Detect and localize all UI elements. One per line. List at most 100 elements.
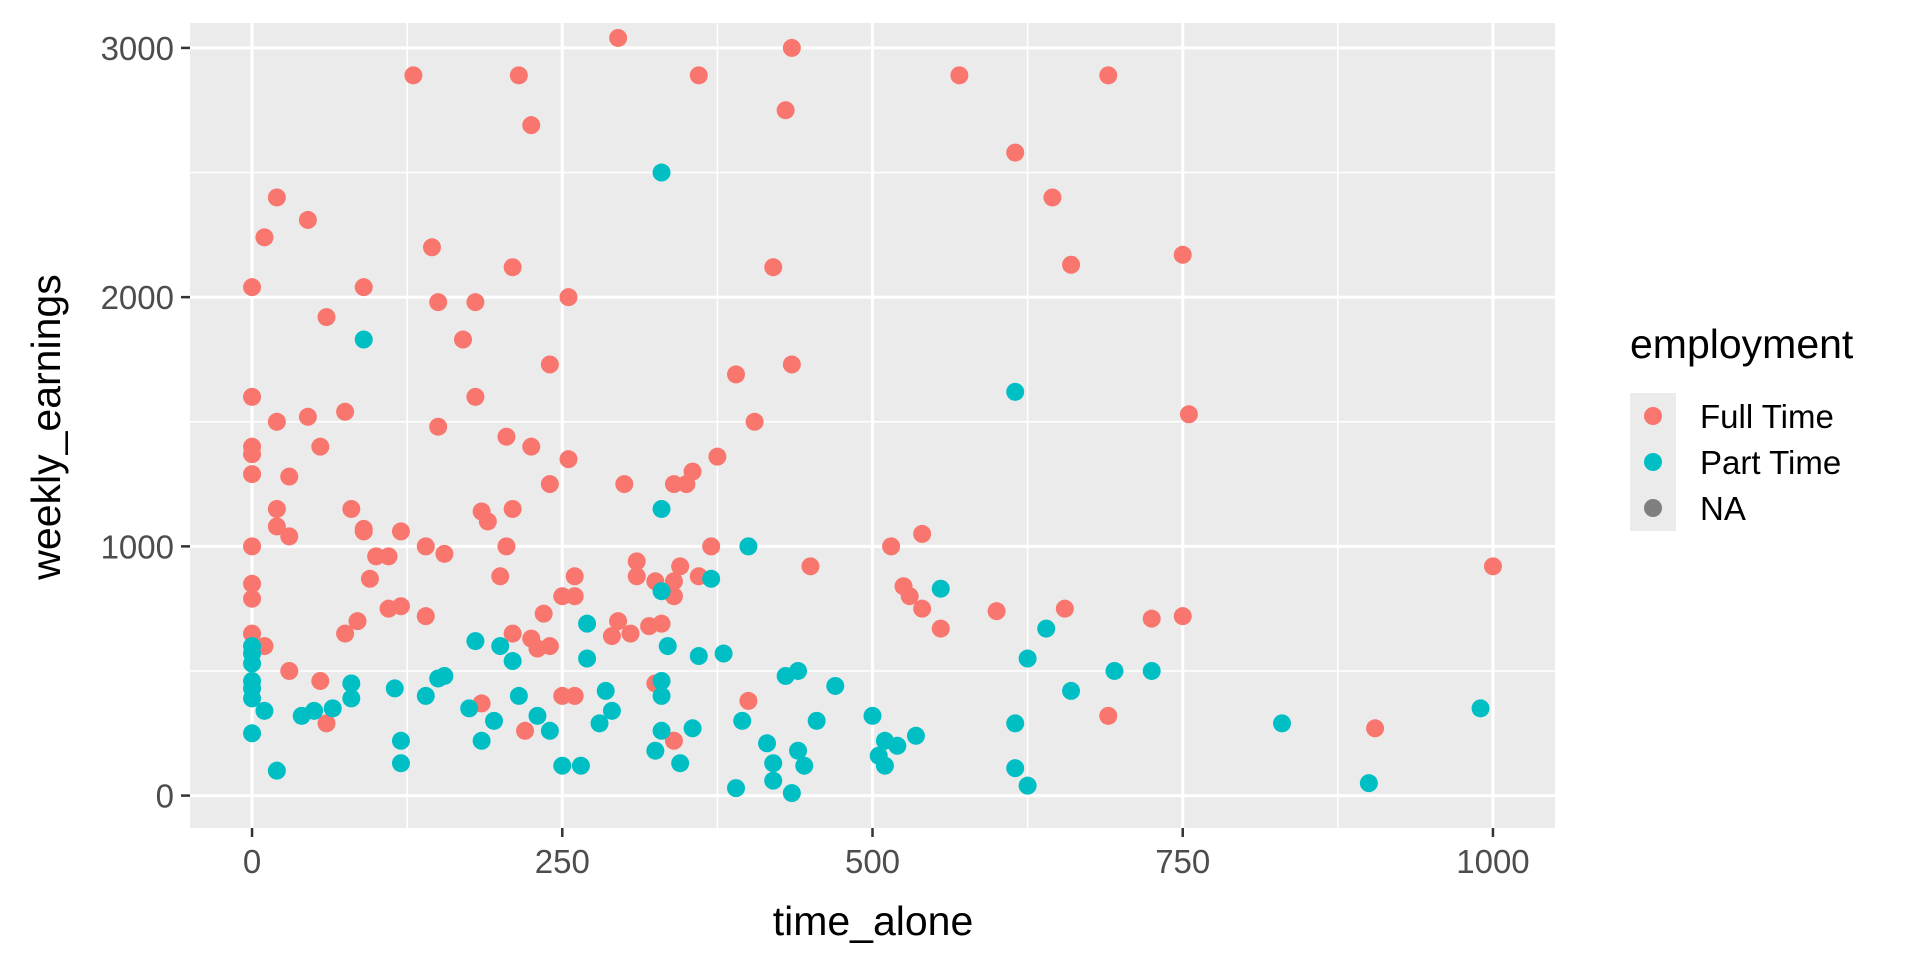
- point-part-time: [758, 734, 777, 753]
- point-full-time: [367, 547, 386, 566]
- point-part-time: [243, 689, 262, 708]
- point-part-time: [243, 654, 262, 673]
- x-axis-title: time_alone: [773, 898, 974, 944]
- point-part-time: [1105, 661, 1124, 680]
- point-full-time: [565, 686, 584, 705]
- y-tick-label: 1000: [101, 528, 174, 565]
- point-full-time: [615, 475, 634, 494]
- point-part-time: [1471, 699, 1490, 718]
- point-part-time: [1006, 382, 1025, 401]
- point-part-time: [789, 741, 808, 760]
- point-part-time: [528, 706, 547, 725]
- point-full-time: [391, 597, 410, 616]
- point-full-time: [559, 288, 578, 307]
- point-full-time: [1173, 607, 1192, 626]
- point-full-time: [497, 427, 516, 446]
- point-full-time: [478, 512, 497, 531]
- point-part-time: [733, 711, 752, 730]
- point-full-time: [664, 475, 683, 494]
- point-part-time: [652, 582, 671, 601]
- point-full-time: [435, 544, 454, 563]
- point-full-time: [391, 522, 410, 541]
- point-full-time: [540, 637, 559, 656]
- point-full-time: [1043, 188, 1062, 207]
- point-full-time: [311, 437, 330, 456]
- point-full-time: [429, 417, 448, 436]
- point-full-time: [534, 604, 553, 623]
- point-full-time: [280, 661, 299, 680]
- point-part-time: [416, 686, 435, 705]
- point-full-time: [243, 278, 262, 297]
- point-full-time: [516, 721, 535, 740]
- x-tick-label: 500: [845, 843, 900, 880]
- point-full-time: [416, 607, 435, 626]
- x-tick-label: 750: [1155, 843, 1210, 880]
- point-full-time: [243, 387, 262, 406]
- legend-label: Full Time: [1700, 398, 1834, 435]
- point-full-time: [739, 691, 758, 710]
- point-full-time: [267, 188, 286, 207]
- point-full-time: [1483, 557, 1502, 576]
- point-full-time: [466, 293, 485, 312]
- point-full-time: [683, 462, 702, 481]
- point-full-time: [609, 612, 628, 631]
- point-full-time: [311, 671, 330, 690]
- point-full-time: [559, 450, 578, 469]
- point-full-time: [565, 587, 584, 606]
- point-part-time: [875, 756, 894, 775]
- point-full-time: [354, 278, 373, 297]
- point-part-time: [1037, 619, 1056, 638]
- point-full-time: [243, 574, 262, 593]
- point-part-time: [509, 686, 528, 705]
- point-part-time: [305, 701, 324, 720]
- point-part-time: [267, 761, 286, 780]
- point-part-time: [646, 741, 665, 760]
- point-part-time: [1018, 649, 1037, 668]
- point-full-time: [491, 567, 510, 586]
- point-full-time: [497, 537, 516, 556]
- point-full-time: [422, 238, 441, 257]
- point-part-time: [714, 644, 733, 663]
- point-full-time: [404, 66, 423, 85]
- x-tick-label: 1000: [1456, 843, 1529, 880]
- point-full-time: [255, 228, 274, 247]
- point-part-time: [466, 632, 485, 651]
- point-part-time: [1142, 661, 1161, 680]
- point-part-time: [652, 499, 671, 518]
- point-full-time: [243, 465, 262, 484]
- point-part-time: [323, 699, 342, 718]
- point-full-time: [416, 537, 435, 556]
- point-part-time: [485, 711, 504, 730]
- point-full-time: [243, 589, 262, 608]
- point-full-time: [1099, 66, 1118, 85]
- legend-key-point: [1644, 407, 1662, 425]
- point-full-time: [664, 572, 683, 591]
- point-full-time: [900, 587, 919, 606]
- point-part-time: [571, 756, 590, 775]
- point-full-time: [503, 258, 522, 277]
- point-full-time: [745, 412, 764, 431]
- point-full-time: [336, 402, 355, 421]
- point-part-time: [826, 676, 845, 695]
- point-part-time: [906, 726, 925, 745]
- point-part-time: [503, 652, 522, 671]
- point-full-time: [1055, 599, 1074, 618]
- point-part-time: [1018, 776, 1037, 795]
- point-full-time: [664, 731, 683, 750]
- point-full-time: [1006, 143, 1025, 162]
- point-full-time: [689, 66, 708, 85]
- point-full-time: [727, 365, 745, 384]
- point-part-time: [602, 701, 621, 720]
- point-full-time: [243, 624, 262, 643]
- x-tick-label: 250: [535, 843, 590, 880]
- point-part-time: [553, 756, 572, 775]
- point-part-time: [739, 537, 758, 556]
- point-part-time: [795, 756, 814, 775]
- y-tick-label: 3000: [101, 30, 174, 67]
- point-full-time: [317, 714, 336, 733]
- point-full-time: [950, 66, 969, 85]
- point-full-time: [652, 614, 671, 633]
- point-part-time: [863, 706, 882, 725]
- point-part-time: [1006, 759, 1025, 778]
- point-full-time: [540, 475, 559, 494]
